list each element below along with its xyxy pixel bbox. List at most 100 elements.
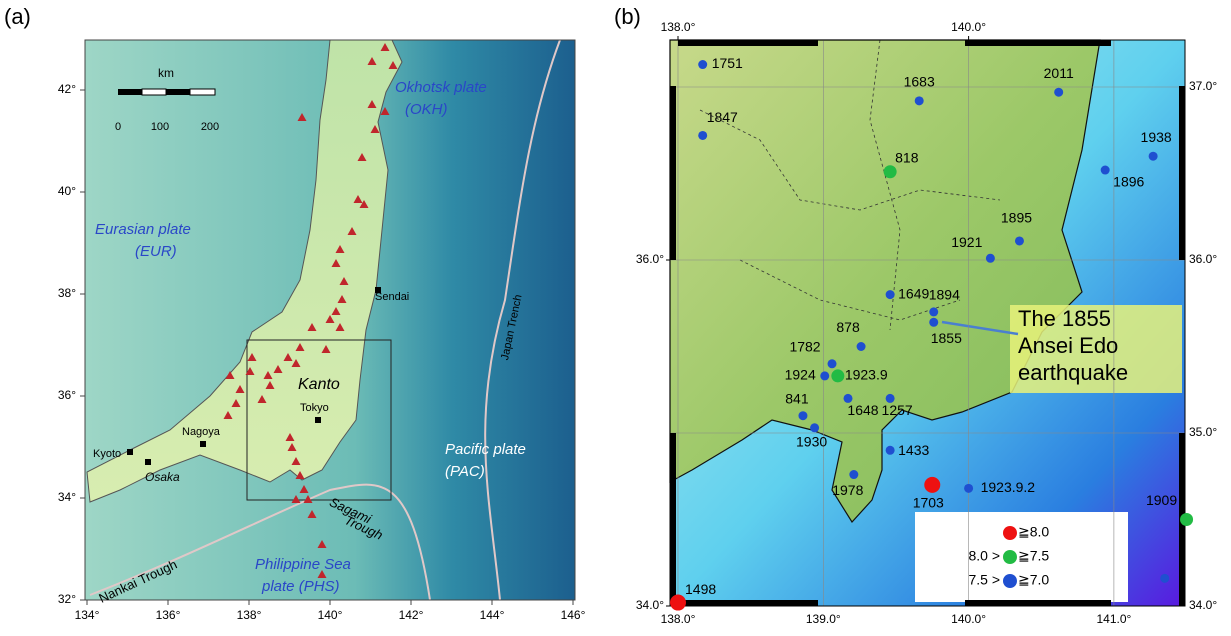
earthquake-label: 1921 [951,234,982,250]
x-tick-label: 138.0° [661,612,696,626]
map-label: (EUR) [135,243,177,260]
earthquake-label: 878 [836,319,860,335]
y-tick-label: 36° [58,388,76,402]
y-tick-label: 34° [58,490,76,504]
map-label: plate (PHS) [261,578,340,595]
earthquake-label: 1978 [832,482,863,498]
earthquake-label: 1923.9.2 [981,479,1036,495]
earthquake-label: 1782 [789,339,820,355]
border-bar [670,86,676,260]
earthquake-label: 1930 [796,434,827,450]
legend-swatch [1003,526,1017,540]
y-tick-label: 36.0° [636,252,664,266]
earthquake [698,60,707,69]
earthquake-label: 1924 [785,367,816,383]
legend-swatch [1003,574,1017,588]
annotation-text: Ansei Edo [1018,333,1118,358]
y-tick-label: 38° [58,286,76,300]
map-label: Eurasian plate [95,221,191,238]
scale-tick: 100 [151,121,169,133]
panel-label: (a) [4,4,31,29]
map-label: Nagoya [182,426,221,438]
x-tick-label: 138.0° [661,20,696,34]
map-label: Kanto [298,376,340,393]
scale-bar [166,89,190,95]
map-label: Pacific plate [445,441,526,458]
map-label: Kyoto [93,448,121,460]
earthquake-label: 1896 [1113,174,1144,190]
x-tick-label: 144° [480,608,505,622]
legend-prefix: 7.5 > [968,572,1000,588]
earthquake [964,484,973,493]
x-tick-label: 140° [318,608,343,622]
scale-tick: 200 [201,121,219,133]
legend-swatch [1003,550,1017,564]
panel-b: (b) 138.0°139.0°140.0°141.0°37.0°36.0°35… [614,4,1217,626]
earthquake [1054,88,1063,97]
earthquake-label: 1894 [929,287,960,303]
city-marker [145,459,151,465]
earthquake [986,254,995,263]
earthquake [1101,166,1110,175]
y-tick-label: 32° [58,592,76,606]
earthquake-label: 1847 [707,109,738,125]
border-bar [678,40,818,46]
earthquake [1015,236,1024,245]
y-tick-label: 35.0° [1189,425,1217,439]
earthquake [924,477,940,493]
earthquake [915,96,924,105]
earthquake-label: 1683 [904,74,935,90]
earthquake [831,369,844,382]
earthquake-label: 1498 [685,581,716,597]
earthquake [857,342,866,351]
scale-bar [118,89,142,95]
x-tick-label: 142° [399,608,424,622]
y-tick-label: 34.0° [1189,598,1217,612]
border-bar [670,433,676,606]
legend-label: ≧7.0 [1018,572,1049,588]
annotation-text: The 1855 [1018,306,1111,331]
earthquake-label: 1703 [913,495,944,511]
earthquake [670,595,686,611]
earthquake [886,446,895,455]
earthquake [828,359,837,368]
earthquake-label: 1648 [847,402,878,418]
city-marker [127,449,133,455]
earthquake-label: 2011 [1044,65,1074,81]
x-tick-label: 146° [561,608,586,622]
earthquake [886,290,895,299]
earthquake [820,371,829,380]
earthquake [1149,152,1158,161]
earthquake-label: 1433 [898,442,929,458]
x-tick-label: 136° [156,608,181,622]
x-tick-label: 139.0° [806,612,841,626]
annotation-text: earthquake [1018,360,1128,385]
x-tick-label: 138° [237,608,262,622]
map-label: Sendai [375,291,409,303]
earthquake [810,423,819,432]
border-bar [678,600,818,606]
earthquake-label: 1895 [1001,210,1032,226]
earthquake [1180,513,1193,526]
y-tick-label: 37.0° [1189,79,1217,93]
legend-prefix: 8.0 > [968,548,1000,564]
earthquake-label: 841 [785,390,809,406]
map-label: Philippine Sea [255,556,351,573]
city-marker [200,441,206,447]
y-tick-label: 42° [58,82,76,96]
earthquake-label: 1649 [898,285,929,301]
earthquake [929,318,938,327]
earthquake-label: 1855 [931,330,962,346]
map-label: (OKH) [405,101,448,118]
earthquake-label: 1751 [712,55,743,71]
earthquake [1160,574,1169,583]
scale-tick: 0 [115,121,121,133]
figure: (a) km 134°136°138°140°142°144°146°32°34… [0,0,1231,636]
map-label: Okhotsk plate [395,79,487,96]
legend-label: ≧8.0 [1018,524,1049,540]
earthquake [698,131,707,140]
earthquake [849,470,858,479]
earthquake-label: 1909 [1146,492,1177,508]
y-tick-label: 34.0° [636,598,664,612]
x-tick-label: 140.0° [951,612,986,626]
